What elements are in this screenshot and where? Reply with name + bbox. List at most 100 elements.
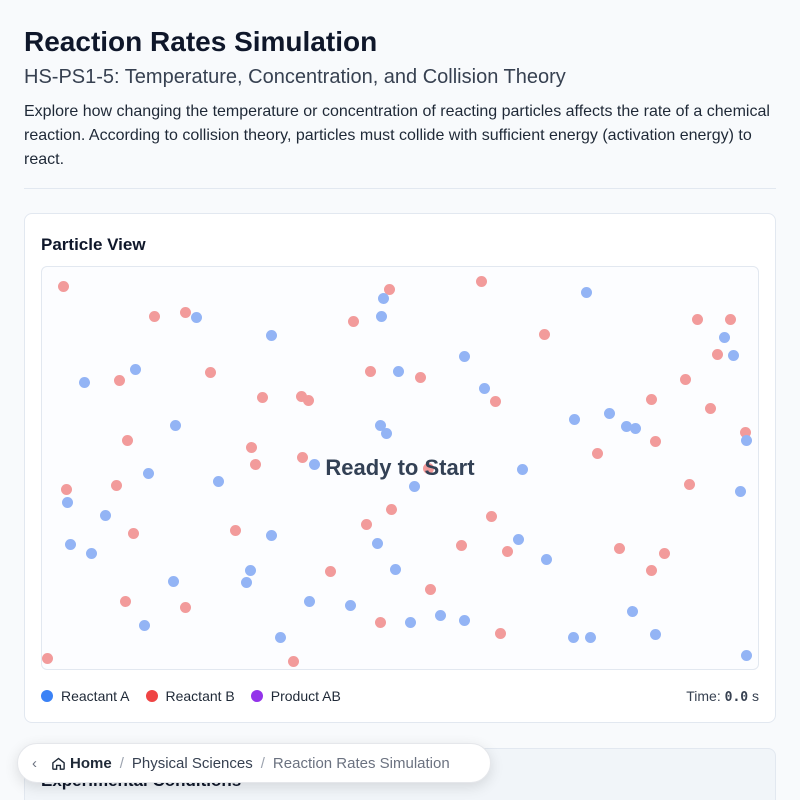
particle-reactant-b xyxy=(489,395,501,407)
particle-reactant-b xyxy=(57,280,69,292)
particle-reactant-b xyxy=(296,451,308,463)
particle-reactant-a xyxy=(620,420,632,432)
particle-reactant-a xyxy=(169,419,181,431)
particle-reactant-a xyxy=(584,631,596,643)
particle-reactant-b xyxy=(302,394,314,406)
particle-reactant-a xyxy=(138,619,150,631)
status-text: Ready to Start xyxy=(325,455,475,480)
breadcrumb-physical-sciences[interactable]: Physical Sciences xyxy=(131,754,253,772)
particle-reactant-a xyxy=(64,538,76,550)
particle-reactant-b xyxy=(658,547,670,559)
particle-reactant-a xyxy=(434,609,446,621)
particle-reactant-a xyxy=(78,376,90,388)
particle-reactant-b xyxy=(383,283,395,295)
particle-reactant-a xyxy=(718,331,730,343)
particle-reactant-a xyxy=(404,616,416,628)
particle-reactant-a xyxy=(727,349,739,361)
particle-reactant-b xyxy=(538,328,550,340)
particle-reactant-b xyxy=(110,479,122,491)
particle-view-title: Particle View xyxy=(41,235,146,254)
particle-reactant-a xyxy=(380,427,392,439)
time-unit: s xyxy=(752,688,759,704)
particle-reactant-b xyxy=(60,483,72,495)
particle-reactant-a xyxy=(516,463,528,475)
particle-reactant-b xyxy=(683,478,695,490)
particle-reactant-b xyxy=(249,458,261,470)
particle-reactant-b xyxy=(121,434,133,446)
particle-reactant-a xyxy=(374,419,386,431)
particle-reactant-b xyxy=(256,391,268,403)
particle-reactant-a xyxy=(167,575,179,587)
particle-reactant-a xyxy=(392,365,404,377)
breadcrumb-separator: / xyxy=(260,754,265,772)
particle-reactant-b xyxy=(724,313,736,325)
particle-reactant-b xyxy=(613,542,625,554)
particle-reactant-b xyxy=(591,447,603,459)
particle-reactant-a xyxy=(629,422,641,434)
particle-reactant-b xyxy=(119,595,131,607)
particle-reactant-a xyxy=(478,382,490,394)
particle-reactant-b xyxy=(475,275,487,287)
particle-reactant-a xyxy=(212,475,224,487)
particle-reactant-a xyxy=(458,614,470,626)
home-icon xyxy=(52,757,65,770)
page-subtitle: HS-PS1-5: Temperature, Concentration, an… xyxy=(24,66,566,88)
particle-reactant-b xyxy=(245,441,257,453)
particle-reactant-b xyxy=(424,583,436,595)
particle-reactant-b xyxy=(374,616,386,628)
particle-reactant-a xyxy=(568,413,580,425)
particle-reactant-a xyxy=(377,292,389,304)
particle-reactant-b xyxy=(704,402,716,414)
particle-reactant-a xyxy=(389,563,401,575)
particle-reactant-b xyxy=(679,373,691,385)
particle-reactant-a xyxy=(308,458,320,470)
time-label: Time: xyxy=(686,688,721,704)
legend-dot-icon xyxy=(250,690,263,702)
legend-label: Product AB xyxy=(270,688,341,704)
particle-reactant-b xyxy=(691,313,703,325)
legend-dot-icon xyxy=(41,690,53,702)
particle-reactant-a xyxy=(408,480,420,492)
page-description: Explore how changing the temperature or … xyxy=(24,103,770,168)
particle-reactant-a xyxy=(371,537,383,549)
particle-reactant-a xyxy=(85,547,97,559)
particle-reactant-b xyxy=(229,524,241,536)
breadcrumb-current: Reaction Rates Simulation xyxy=(272,754,450,772)
particle-view-card: Particle View Ready to Start Reactant A … xyxy=(24,213,776,723)
particle-reactant-b xyxy=(422,462,434,474)
time-value: 0.0 xyxy=(724,690,749,705)
particle-reactant-a xyxy=(603,407,615,419)
breadcrumb-home[interactable]: Home xyxy=(51,755,112,772)
particle-reactant-a xyxy=(740,649,752,661)
particle-reactant-a xyxy=(540,553,552,565)
particle-reactant-a xyxy=(344,599,356,611)
chevron-left-icon[interactable]: ‹ xyxy=(32,754,37,772)
legend-label: Reactant A xyxy=(61,688,130,704)
particle-reactant-b xyxy=(127,527,139,539)
particle-reactant-b xyxy=(485,510,497,522)
particle-reactant-b xyxy=(179,306,191,318)
particle-reactant-b xyxy=(649,435,661,447)
legend-item-reactant-a: Reactant A xyxy=(41,688,130,704)
particle-reactant-a xyxy=(649,628,661,640)
particle-reactant-b xyxy=(364,365,376,377)
particle-reactant-b xyxy=(385,503,397,515)
particle-reactant-a xyxy=(244,564,256,576)
breadcrumb-separator: / xyxy=(119,754,124,772)
particle-reactant-b xyxy=(295,390,307,402)
breadcrumb-home-label: Home xyxy=(70,754,112,772)
particle-reactant-a xyxy=(512,533,524,545)
particle-reactant-b xyxy=(179,601,191,613)
particle-reactant-b xyxy=(645,564,657,576)
particle-reactant-b xyxy=(148,310,160,322)
particle-reactant-a xyxy=(265,329,277,341)
particle-reactant-a xyxy=(129,363,141,375)
particle-reactant-b xyxy=(287,655,299,667)
particle-reactant-a xyxy=(99,509,111,521)
particle-reactant-b xyxy=(414,371,426,383)
particle-reactant-b xyxy=(113,374,125,386)
legend-label: Reactant B xyxy=(165,688,235,704)
breadcrumb: ‹ Home / Physical Sciences / Reaction Ra… xyxy=(17,743,491,783)
particle-reactant-b xyxy=(645,393,657,405)
legend: Reactant A Reactant B Product AB xyxy=(41,688,341,704)
